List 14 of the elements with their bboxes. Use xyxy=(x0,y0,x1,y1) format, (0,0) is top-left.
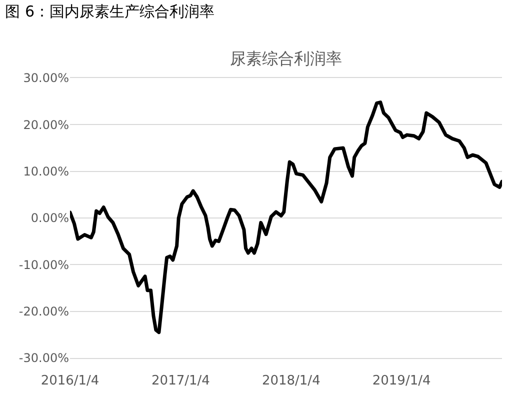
x-tick-label: 2019/1/4 xyxy=(372,374,431,389)
y-tick-label: -30.00% xyxy=(18,351,69,366)
chart-title: 图 6：国内尿素生产综合利润率 xyxy=(5,2,215,21)
y-tick-label: -20.00% xyxy=(18,304,69,319)
x-tick-label: 2017/1/4 xyxy=(152,374,210,389)
y-tick-label: 20.00% xyxy=(23,118,69,132)
y-tick-label: 30.00% xyxy=(23,71,69,86)
x-tick-label: 2018/1/4 xyxy=(262,374,320,389)
y-tick-label: 10.00% xyxy=(23,164,69,179)
x-tick-label: 2016/1/4 xyxy=(40,374,100,389)
chart-subtitle: 尿素综合利润率 xyxy=(230,49,342,68)
y-tick-label: 0.00% xyxy=(30,211,69,226)
line-series xyxy=(70,100,502,334)
y-tick-label: -10.00% xyxy=(18,258,69,272)
